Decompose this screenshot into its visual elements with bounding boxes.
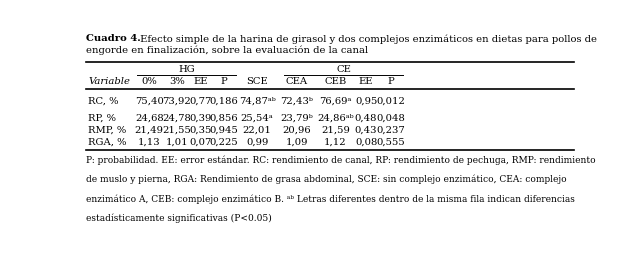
- Text: P: P: [387, 77, 394, 86]
- Text: 74,87ᵃᵇ: 74,87ᵃᵇ: [239, 97, 275, 106]
- Text: EE: EE: [359, 77, 373, 86]
- Text: 25,54ᵃ: 25,54ᵃ: [241, 113, 273, 122]
- Text: RC, %: RC, %: [88, 97, 119, 106]
- Text: 0,237: 0,237: [376, 126, 405, 135]
- Text: 1,12: 1,12: [324, 138, 347, 147]
- Text: 76,69ᵃ: 76,69ᵃ: [320, 97, 351, 106]
- Text: 0,08: 0,08: [355, 138, 377, 147]
- Text: 24,68: 24,68: [135, 113, 164, 122]
- Text: 22,01: 22,01: [243, 126, 272, 135]
- Text: CEB: CEB: [324, 77, 346, 86]
- Text: 0,95: 0,95: [355, 97, 377, 106]
- Text: 3%: 3%: [169, 77, 185, 86]
- Text: 0,048: 0,048: [376, 113, 405, 122]
- Text: HG: HG: [178, 65, 195, 74]
- Text: 0,48: 0,48: [355, 113, 378, 122]
- Text: EE: EE: [194, 77, 208, 86]
- Text: P: probabilidad. EE: error estándar. RC: rendimiento de canal, RP: rendimiento d: P: probabilidad. EE: error estándar. RC:…: [86, 155, 596, 165]
- Text: de muslo y pierna, RGA: Rendimiento de grasa abdominal, SCE: sin complejo enzimá: de muslo y pierna, RGA: Rendimiento de g…: [86, 175, 566, 184]
- Text: 0,43: 0,43: [355, 126, 378, 135]
- Text: Variable: Variable: [88, 77, 130, 86]
- Text: 75,40: 75,40: [135, 97, 164, 106]
- Text: 21,55: 21,55: [162, 126, 191, 135]
- Text: SCE: SCE: [246, 77, 268, 86]
- Text: engorde en finalización, sobre la evaluación de la canal: engorde en finalización, sobre la evalua…: [86, 46, 368, 55]
- Text: 0,35: 0,35: [190, 126, 212, 135]
- Text: 0%: 0%: [141, 77, 157, 86]
- Text: 23,79ᵇ: 23,79ᵇ: [281, 113, 313, 122]
- Text: 1,09: 1,09: [286, 138, 308, 147]
- Text: 1,13: 1,13: [138, 138, 160, 147]
- Text: Efecto simple de la harina de girasol y dos complejos enzimáticos en dietas para: Efecto simple de la harina de girasol y …: [137, 34, 597, 44]
- Text: 0,77: 0,77: [190, 97, 212, 106]
- Text: RMP, %: RMP, %: [88, 126, 127, 135]
- Text: 0,555: 0,555: [376, 138, 405, 147]
- Text: 0,07: 0,07: [190, 138, 212, 147]
- Text: 0,856: 0,856: [210, 113, 238, 122]
- Text: 0,99: 0,99: [246, 138, 268, 147]
- Text: 20,96: 20,96: [282, 126, 311, 135]
- Text: 1,01: 1,01: [166, 138, 189, 147]
- Text: CE: CE: [336, 65, 351, 74]
- Text: P: P: [220, 77, 227, 86]
- Text: RP, %: RP, %: [88, 113, 116, 122]
- Text: 0,186: 0,186: [210, 97, 238, 106]
- Text: RGA, %: RGA, %: [88, 138, 127, 147]
- Text: 0,012: 0,012: [376, 97, 405, 106]
- Text: 72,43ᵇ: 72,43ᵇ: [281, 97, 313, 106]
- Text: 73,92: 73,92: [162, 97, 191, 106]
- Text: enzimático A, CEB: complejo enzimático B. ᵃᵇ Letras diferentes dentro de la mism: enzimático A, CEB: complejo enzimático B…: [86, 194, 574, 204]
- Text: 21,49: 21,49: [135, 126, 164, 135]
- Text: 0,945: 0,945: [210, 126, 238, 135]
- Text: 24,86ᵃᵇ: 24,86ᵃᵇ: [317, 113, 354, 122]
- Text: CEA: CEA: [286, 77, 308, 86]
- Text: estadísticamente significativas (P<0.05): estadísticamente significativas (P<0.05): [86, 214, 272, 223]
- Text: 21,59: 21,59: [321, 126, 350, 135]
- Text: 0,225: 0,225: [210, 138, 238, 147]
- Text: 0,39: 0,39: [190, 113, 212, 122]
- Text: Cuadro 4.: Cuadro 4.: [86, 34, 141, 43]
- Text: 24,78: 24,78: [162, 113, 191, 122]
